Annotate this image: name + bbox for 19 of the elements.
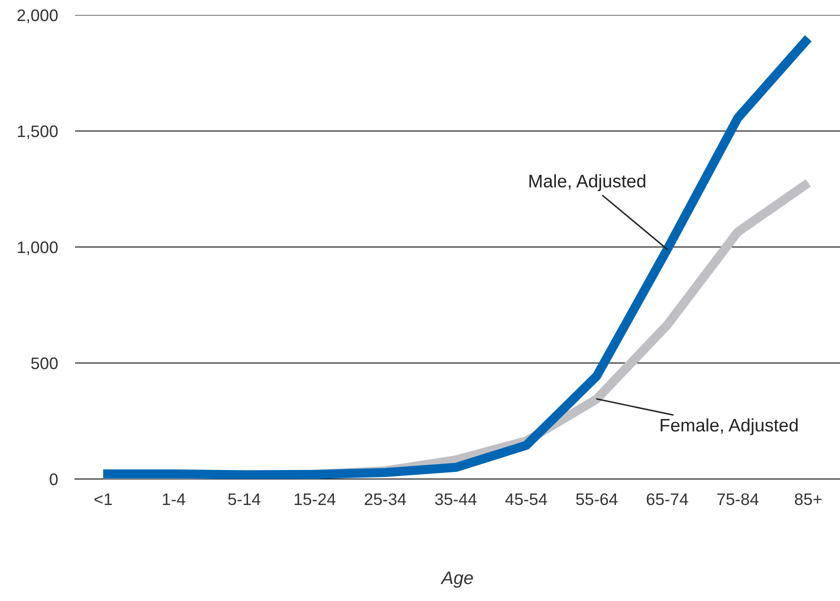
x-tick-label: 5-14: [228, 494, 260, 506]
x-tick-label: 15-24: [294, 493, 336, 506]
x-tick-label: 75-84: [717, 493, 759, 506]
x-tick-label: <1: [94, 494, 112, 505]
x-tick-label: 1-4: [162, 494, 186, 505]
x-tick-label: 45-54: [505, 494, 548, 506]
annotation: Female, Adjusted: [660, 418, 798, 436]
y-tick-label: 1,000: [18, 241, 58, 256]
x-tick-label: 35-44: [435, 493, 477, 506]
x-tick-label: 65-74: [646, 493, 688, 506]
y-tick-label: 500: [31, 357, 58, 370]
x-tick-label: 25-34: [364, 493, 406, 506]
x-tick-label: 55-64: [576, 493, 618, 506]
y-tick-label: 2,000: [17, 9, 58, 24]
x-axis-title: Age: [440, 572, 473, 588]
annotation: Male, Adjusted: [529, 174, 646, 192]
x-tick-label: 85+: [794, 493, 822, 506]
y-tick-label: 0: [50, 473, 58, 486]
y-tick-label: 1,500: [18, 125, 58, 140]
